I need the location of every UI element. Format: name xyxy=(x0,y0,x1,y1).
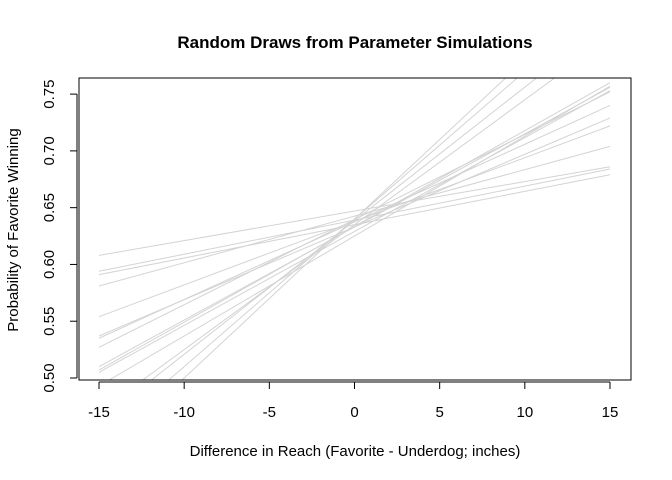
x-tick-label: 5 xyxy=(435,404,443,421)
y-tick-label: 0.65 xyxy=(41,193,58,222)
plot-frame xyxy=(78,77,632,381)
x-tick-label: -10 xyxy=(173,404,195,421)
y-tick-label: 0.70 xyxy=(41,136,58,165)
x-tick-label: 15 xyxy=(602,404,619,421)
simulation-line-16 xyxy=(181,78,507,380)
simulation-line-10 xyxy=(98,82,611,371)
simulation-line-7 xyxy=(98,105,611,339)
series-lines xyxy=(98,78,611,380)
x-tick-label: 0 xyxy=(350,404,358,421)
x-tick-label: -5 xyxy=(263,404,276,421)
y-tick-label: 0.60 xyxy=(41,250,58,279)
y-tick-label: 0.50 xyxy=(41,363,58,392)
x-axis-label: Difference in Reach (Favorite - Underdog… xyxy=(190,443,521,460)
chart-title: Random Draws from Parameter Simulations xyxy=(177,33,532,52)
x-tick-label: -15 xyxy=(88,404,110,421)
x-axis: -15 -10 -5 0 5 10 15 xyxy=(88,381,619,421)
y-axis-label: Probability of Favorite Winning xyxy=(5,128,22,331)
simulation-line-12 xyxy=(108,85,611,380)
simulation-line-1 xyxy=(98,166,611,256)
simulation-line-4 xyxy=(98,145,611,287)
simulation-line-14 xyxy=(150,78,538,380)
simulation-line-13 xyxy=(141,78,556,380)
y-tick-label: 0.55 xyxy=(41,307,58,336)
y-axis: 0.50 0.55 0.60 0.65 0.70 0.75 xyxy=(41,79,78,393)
simulation-line-11 xyxy=(98,90,611,373)
x-tick-label: 10 xyxy=(516,404,533,421)
y-tick-label: 0.75 xyxy=(41,79,58,108)
